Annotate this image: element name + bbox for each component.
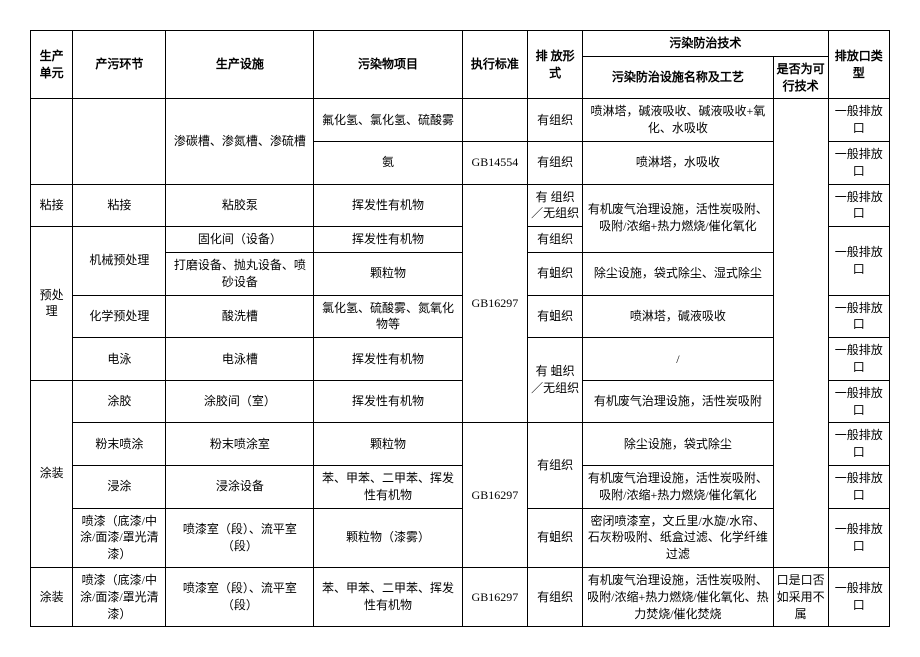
cell-process: 化学预处理 bbox=[73, 295, 166, 338]
cell-outlet: 一般排放口 bbox=[828, 338, 889, 381]
cell-form: 有组织 bbox=[528, 423, 583, 508]
cell-pollutant: 氯化氢、硫酸雾、氮氧化物等 bbox=[314, 295, 462, 338]
cell-facility: 粉末喷涂室 bbox=[166, 423, 314, 466]
cell-facility: 渗碳槽、渗氮槽、渗硫槽 bbox=[166, 99, 314, 184]
cell-process: 浸涂 bbox=[73, 465, 166, 508]
cell-facility: 打磨设备、抛丸设备、喷砂设备 bbox=[166, 252, 314, 295]
cell-form: 有组织 bbox=[528, 567, 583, 626]
table-row: 涂装 涂胶 涂胶间（室） 挥发性有机物 有机废气治理设施，活性炭吸附 一般排放口 bbox=[31, 380, 890, 423]
cell-process: 涂胶 bbox=[73, 380, 166, 423]
cell-tech: 除尘设施，袋式除尘 bbox=[583, 423, 773, 466]
hdr-facility: 生产设施 bbox=[166, 31, 314, 99]
cell-pollutant: 挥发性有机物 bbox=[314, 227, 462, 253]
cell-form: 有组织 bbox=[528, 141, 583, 184]
cell-form: 有蛆织 bbox=[528, 295, 583, 338]
cell-process: 粉末喷涂 bbox=[73, 423, 166, 466]
cell-form: 有组织 bbox=[528, 227, 583, 253]
cell-unit: 粘接 bbox=[31, 184, 73, 227]
cell-pollutant: 颗粒物 bbox=[314, 252, 462, 295]
hdr-standard: 执行标准 bbox=[462, 31, 528, 99]
table-row: 渗碳槽、渗氮槽、渗硫槽 氟化氢、氯化氢、硫酸雾 有组织 喷淋塔，碱液吸收、碱液吸… bbox=[31, 99, 890, 142]
cell-tech: / bbox=[583, 338, 773, 381]
cell-outlet: 一般排放口 bbox=[828, 423, 889, 466]
cell-process: 机械预处理 bbox=[73, 227, 166, 295]
hdr-group: 污染防治技术 bbox=[583, 31, 828, 57]
cell-facility: 浸涂设备 bbox=[166, 465, 314, 508]
cell-outlet: 一般排放口 bbox=[828, 465, 889, 508]
cell-tech: 除尘设施，袋式除尘、湿式除尘 bbox=[583, 252, 773, 295]
cell-tech: 有机废气治理设施，活性炭吸附、吸附/浓缩+热力燃烧/催化氧化 bbox=[583, 465, 773, 508]
cell-standard: GB14554 bbox=[462, 141, 528, 184]
hdr-unit: 生产单元 bbox=[31, 31, 73, 99]
cell-process: 粘接 bbox=[73, 184, 166, 227]
cell-pollutant: 苯、甲苯、二甲苯、挥发性有机物 bbox=[314, 465, 462, 508]
hdr-tech: 污染防治设施名称及工艺 bbox=[583, 56, 773, 99]
cell-form: 有组织 bbox=[528, 99, 583, 142]
cell-unit: 涂装 bbox=[31, 567, 73, 626]
hdr-outlet: 排放口类型 bbox=[828, 31, 889, 99]
cell-process: 电泳 bbox=[73, 338, 166, 381]
cell-form: 有 蛆织／无组织 bbox=[528, 338, 583, 423]
table-row: 电泳 电泳槽 挥发性有机物 有 蛆织／无组织 / 一般排放口 bbox=[31, 338, 890, 381]
cell-facility: 喷漆室（段）、流平室（段） bbox=[166, 567, 314, 626]
table-row: 涂装 喷漆（底漆/中涂/面漆/罩光清漆） 喷漆室（段）、流平室（段） 苯、甲苯、… bbox=[31, 567, 890, 626]
hdr-feasible: 是否为可行技术 bbox=[773, 56, 828, 99]
cell-form: 有蛆织 bbox=[528, 508, 583, 567]
cell-tech: 喷淋塔，水吸收 bbox=[583, 141, 773, 184]
cell-facility: 粘胶泵 bbox=[166, 184, 314, 227]
cell-facility: 喷漆室（段）、流平室（段） bbox=[166, 508, 314, 567]
table-row: 浸涂 浸涂设备 苯、甲苯、二甲苯、挥发性有机物 有机废气治理设施，活性炭吸附、吸… bbox=[31, 465, 890, 508]
cell-outlet: 一般排放口 bbox=[828, 567, 889, 626]
cell-form: 有蛆织 bbox=[528, 252, 583, 295]
cell-tech: 密闭喷漆室，文丘里/水旋/水帘、石灰粉吸附、纸盒过滤、化学纤维过滤 bbox=[583, 508, 773, 567]
hdr-form: 排 放形式 bbox=[528, 31, 583, 99]
cell-outlet: 一般排放口 bbox=[828, 227, 889, 295]
cell-process: 喷漆（底漆/中涂/面漆/罩光清漆） bbox=[73, 508, 166, 567]
cell-tech: 喷淋塔，碱液吸收 bbox=[583, 295, 773, 338]
cell-facility: 涂胶间（室） bbox=[166, 380, 314, 423]
pollution-control-table: 生产单元 产污环节 生产设施 污染物项目 执行标准 排 放形式 污染防治技术 排… bbox=[30, 30, 890, 627]
cell-outlet: 一般排放口 bbox=[828, 141, 889, 184]
cell-facility: 酸洗槽 bbox=[166, 295, 314, 338]
cell-form: 有 组织／无组织 bbox=[528, 184, 583, 227]
cell-tech: 有机废气治理设施，活性炭吸附、吸附/浓缩+热力燃烧/催化氧化 bbox=[583, 184, 773, 252]
cell-pollutant: 氟化氢、氯化氢、硫酸雾 bbox=[314, 99, 462, 142]
cell-pollutant: 颗粒物 bbox=[314, 423, 462, 466]
cell-facility: 固化间（设备） bbox=[166, 227, 314, 253]
table-row: 粉末喷涂 粉末喷涂室 颗粒物 GB16297 有组织 除尘设施，袋式除尘 一般排… bbox=[31, 423, 890, 466]
cell-outlet: 一般排放口 bbox=[828, 184, 889, 227]
table-row: 化学预处理 酸洗槽 氯化氢、硫酸雾、氮氧化物等 有蛆织 喷淋塔，碱液吸收 一般排… bbox=[31, 295, 890, 338]
cell-unit: 涂装 bbox=[31, 380, 73, 567]
cell-tech: 喷淋塔，碱液吸收、碱液吸收+氧化、水吸收 bbox=[583, 99, 773, 142]
cell-pollutant: 氨 bbox=[314, 141, 462, 184]
hdr-pollutant: 污染物项目 bbox=[314, 31, 462, 99]
cell-outlet: 一般排放口 bbox=[828, 508, 889, 567]
cell-standard: GB16297 bbox=[462, 423, 528, 568]
table-row: 粘接 粘接 粘胶泵 挥发性有机物 GB16297 有 组织／无组织 有机废气治理… bbox=[31, 184, 890, 227]
table-row: 喷漆（底漆/中涂/面漆/罩光清漆） 喷漆室（段）、流平室（段） 颗粒物（漆雾） … bbox=[31, 508, 890, 567]
cell-tech: 有机废气治理设施，活性炭吸附 bbox=[583, 380, 773, 423]
cell-pollutant: 颗粒物（漆雾） bbox=[314, 508, 462, 567]
header-row-1: 生产单元 产污环节 生产设施 污染物项目 执行标准 排 放形式 污染防治技术 排… bbox=[31, 31, 890, 57]
cell-process: 喷漆（底漆/中涂/面漆/罩光清漆） bbox=[73, 567, 166, 626]
cell-pollutant: 挥发性有机物 bbox=[314, 380, 462, 423]
cell-outlet: 一般排放口 bbox=[828, 99, 889, 142]
cell-outlet: 一般排放口 bbox=[828, 295, 889, 338]
cell-standard: GB16297 bbox=[462, 567, 528, 626]
cell-outlet: 一般排放口 bbox=[828, 380, 889, 423]
cell-unit: 预处理 bbox=[31, 227, 73, 381]
cell-pollutant: 挥发性有机物 bbox=[314, 338, 462, 381]
cell-tech: 有机废气治理设施，活性炭吸附、吸附/浓缩+热力燃烧/催化氧化、热力焚烧/催化焚烧 bbox=[583, 567, 773, 626]
cell-facility: 电泳槽 bbox=[166, 338, 314, 381]
cell-feasible: 口是口否如采用不属 bbox=[773, 567, 828, 626]
cell-pollutant: 苯、甲苯、二甲苯、挥发性有机物 bbox=[314, 567, 462, 626]
cell-standard: GB16297 bbox=[462, 184, 528, 423]
cell-pollutant: 挥发性有机物 bbox=[314, 184, 462, 227]
hdr-process: 产污环节 bbox=[73, 31, 166, 99]
